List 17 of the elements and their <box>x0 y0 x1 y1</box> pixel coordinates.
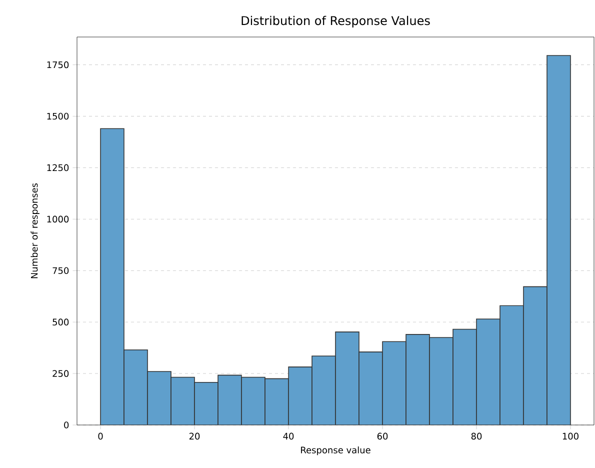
x-tick-label: 100 <box>562 432 578 440</box>
y-tick-label: 1250 <box>47 164 69 172</box>
y-tick-label: 750 <box>52 267 69 274</box>
y-tick-label: 1750 <box>47 61 69 68</box>
x-tick-label: 20 <box>189 432 200 440</box>
x-tick-label: 60 <box>377 432 388 440</box>
x-tick-label: 0 <box>98 432 103 440</box>
y-tick-label: 250 <box>52 370 69 377</box>
y-tick-label: 1000 <box>47 216 69 223</box>
chart-title: Distribution of Response Values <box>242 16 430 28</box>
x-axis-title: Response value <box>301 446 370 456</box>
x-tick-label: 80 <box>471 432 482 440</box>
x-tick-label: 40 <box>283 432 294 440</box>
y-tick-label: 0 <box>64 422 69 428</box>
y-axis-title: Number of responses <box>30 183 40 278</box>
y-tick-label: 1500 <box>47 112 69 120</box>
y-tick-label: 500 <box>52 318 69 326</box>
